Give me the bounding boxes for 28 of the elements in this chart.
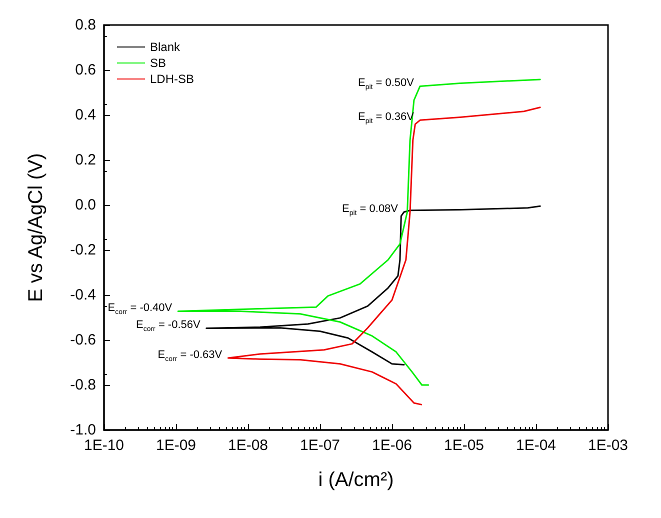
y-tick-label: -0.4	[70, 286, 96, 304]
x-axis-title: i (A/cm²)	[318, 469, 394, 491]
x-tick-label: 1E-05	[444, 437, 484, 454]
x-tick-label: 1E-04	[516, 437, 556, 454]
x-tick-label: 1E-06	[372, 437, 412, 454]
x-tick-label: 1E-08	[228, 437, 268, 454]
y-tick-label: 0.8	[75, 16, 96, 34]
annotation: E$_{pit}$ = 0.08V	[342, 202, 398, 218]
y-tick-label: -0.8	[70, 376, 96, 394]
x-tick-label: 1E-07	[300, 437, 340, 454]
y-tick-label: -0.6	[70, 332, 96, 348]
annotation: E$_{corr}$ = -0.40V	[108, 301, 172, 316]
annotation: E$_{corr}$ = -0.63V	[158, 348, 222, 364]
y-tick-label: 0.4	[75, 106, 96, 124]
y-axis-title: E vs Ag/AgCl (V)	[25, 153, 47, 302]
y-tick-label: -0.2	[70, 242, 96, 258]
legend-label: LDH-SB	[150, 72, 194, 86]
y-tick-label: 0.0	[75, 196, 96, 214]
annotation: E$_{pit}$ = 0.50V	[358, 76, 414, 92]
legend-label: Blank	[150, 40, 182, 54]
x-tick-label: 1E-03	[588, 437, 628, 454]
y-tick-label: 0.2	[75, 152, 96, 168]
legend-label: SB	[150, 56, 166, 70]
x-tick-label: 1E-10	[84, 437, 124, 454]
x-tick-label: 1E-09	[156, 437, 196, 454]
y-tick-label: -1.0	[70, 422, 96, 438]
y-tick-label: 0.6	[75, 62, 96, 78]
annotation: E$_{corr}$ = -0.56V	[136, 318, 200, 334]
